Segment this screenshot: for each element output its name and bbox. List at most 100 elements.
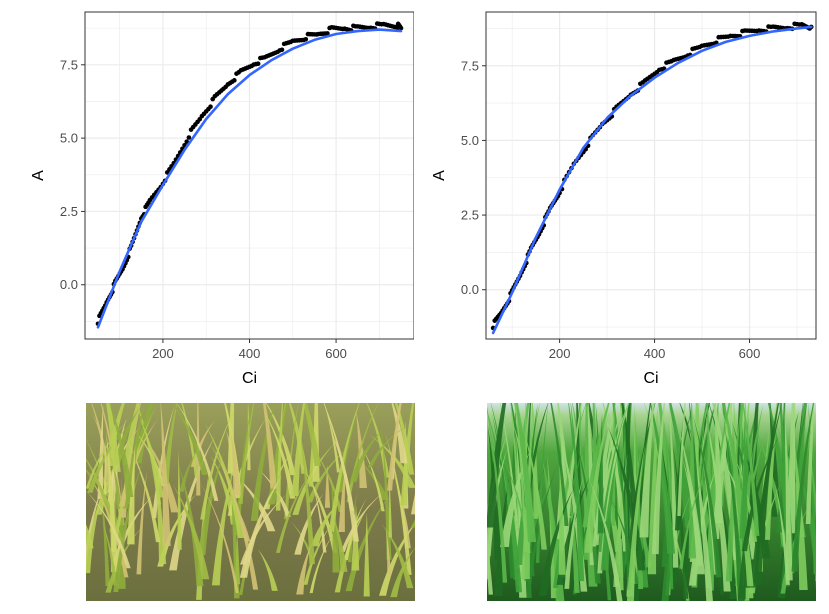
rice-leaf: [306, 439, 343, 513]
rice-leaf: [349, 428, 385, 482]
c1-y-tick-label: 0.0: [461, 282, 479, 297]
rice-leaf: [598, 403, 629, 552]
c0-x-axis-title: Ci: [242, 370, 257, 387]
rice-leaf: [86, 485, 105, 574]
rice-leaf: [764, 403, 779, 540]
c0-y-tick-label: 0.0: [60, 277, 78, 292]
rice-leaf: [499, 403, 522, 560]
rice-leaf: [410, 493, 415, 515]
rice-leaf: [814, 571, 816, 581]
rice-leaf: [292, 442, 336, 515]
rice-leaf: [239, 474, 283, 578]
rice-leaf: [257, 548, 278, 591]
rice-leaf: [163, 403, 178, 484]
rice-leaf: [741, 436, 779, 552]
rice-leaf: [379, 522, 415, 596]
rice-leaf: [136, 403, 162, 505]
rice-leaf: [387, 403, 402, 491]
rice-leaf: [138, 416, 164, 498]
c0-y-tick-label: 5.0: [60, 131, 78, 146]
rice-leaf: [385, 432, 412, 575]
rice-leaf: [87, 422, 132, 493]
rice-leaf: [723, 422, 744, 599]
rice-leaf: [722, 459, 759, 560]
rice-leaf: [309, 532, 335, 594]
rice-leaf: [240, 494, 287, 565]
c1-y-axis-title: A: [431, 170, 448, 181]
rice-leaf: [582, 403, 610, 528]
rice-leaf: [791, 403, 814, 572]
rice-leaf: [109, 403, 134, 498]
rice-leaf: [144, 437, 179, 513]
rice-leaf: [527, 460, 560, 585]
rice-leaf: [570, 403, 585, 582]
c0-x-tick-label: 200: [152, 346, 174, 361]
rice-leaf: [200, 407, 236, 520]
rice-leaf: [86, 470, 129, 578]
c0-data-point: [398, 25, 404, 31]
rice-leaf: [521, 423, 547, 550]
rice-leaf: [106, 403, 121, 472]
rice-leaf: [250, 403, 276, 521]
rice-leaf: [231, 471, 276, 532]
rice-leaf: [677, 403, 686, 517]
rice-leaf: [598, 403, 630, 522]
rice-leaf: [665, 429, 674, 590]
c0-x-tick-label: 600: [325, 346, 347, 361]
rice-leaf: [265, 403, 296, 476]
rice-leaf: [235, 532, 241, 585]
rice-leaf: [86, 524, 94, 549]
rice-leaf: [600, 457, 617, 571]
rice-leaf: [679, 473, 705, 569]
rice-leaf: [324, 464, 331, 508]
rice-leaf: [181, 403, 199, 478]
rice-leaf: [616, 481, 651, 578]
c0-y-tick-label: 7.5: [60, 57, 78, 72]
rice-leaf: [584, 411, 610, 553]
c1-x-tick-label: 600: [739, 346, 761, 361]
rice-leaf: [564, 475, 584, 589]
rice-leaf: [636, 403, 651, 532]
rice-leaf: [539, 488, 574, 596]
rice-leaf: [157, 492, 197, 567]
rice-leaf: [550, 403, 569, 527]
rice-leaf: [639, 403, 655, 538]
rice-leaf: [391, 403, 408, 464]
rice-leaf: [298, 423, 315, 565]
rice-leaf: [312, 483, 327, 553]
c1-x-axis-title: Ci: [643, 370, 658, 387]
c1-y-tick-label: 7.5: [461, 58, 479, 73]
c0-data-point: [186, 135, 192, 140]
rice-leaf: [204, 423, 245, 538]
rice-leaf: [123, 403, 141, 465]
c0-data-point: [232, 78, 237, 83]
rice-leaf: [380, 522, 414, 589]
rice-leaf: [607, 493, 639, 584]
rice-leaf: [103, 437, 107, 495]
rice-leaf: [394, 403, 415, 475]
rice-leaf: [722, 403, 747, 535]
rice-leaf: [367, 424, 410, 468]
rice-leaf: [106, 430, 119, 573]
rice-leaf: [97, 404, 104, 499]
rice-leaf: [310, 501, 341, 547]
rice-leaf: [211, 443, 259, 590]
rice-leaf: [692, 409, 718, 575]
c1-panel-border: [485, 11, 817, 340]
rice-leaf: [795, 456, 816, 591]
rice-leaf: [113, 406, 141, 466]
c1-y-tick-label: 2.5: [461, 208, 479, 223]
rice-leaf: [626, 443, 646, 601]
rice-leaf: [363, 512, 370, 597]
rice-leaf: [368, 434, 415, 488]
rice-leaf: [113, 455, 145, 592]
rice-leaf: [171, 403, 208, 475]
chart-right: 200 400 600 0.0 2.5 5.0 7.5 Ci A: [431, 11, 817, 387]
rice-leaf: [624, 405, 655, 578]
rice-leaf: [487, 535, 493, 595]
rice-leaf: [741, 403, 747, 547]
rice-leaf: [805, 403, 815, 524]
rice-leaf: [303, 519, 336, 585]
rice-leaf: [323, 403, 359, 542]
c0-data-point: [184, 139, 190, 144]
